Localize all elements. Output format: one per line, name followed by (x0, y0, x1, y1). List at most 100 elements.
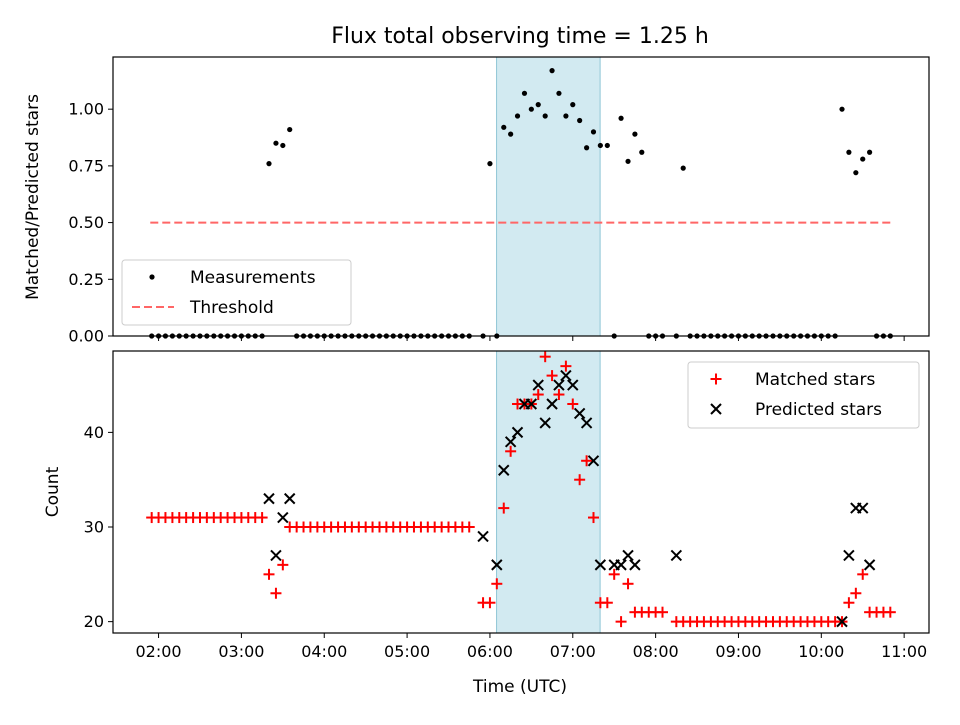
measurement-point (542, 113, 548, 119)
ratio-axes-frame (112, 56, 930, 337)
measurement-point (680, 165, 686, 171)
x-axis-label: Time (UTC) (472, 677, 567, 697)
legend-label-predicted: Predicted stars (755, 400, 882, 420)
predicted-star-point (567, 379, 579, 391)
ratio-y-tick-label: 0.75 (68, 156, 104, 175)
predicted-star-point (573, 407, 586, 420)
measurement-point (528, 106, 534, 112)
measurement-point (501, 124, 507, 130)
matched-star-point (857, 568, 869, 580)
predicted-star-point (587, 455, 600, 467)
measurement-point (867, 149, 873, 155)
predicted-star-point (511, 426, 524, 439)
x-tick-label: 11:00 (881, 642, 927, 661)
count-y-tick-label: 20 (84, 612, 104, 631)
predicted-star-point (857, 502, 869, 514)
measurement-point (535, 102, 541, 108)
x-tick-label: 03:00 (218, 642, 264, 661)
predicted-star-point (532, 379, 544, 391)
matched-star-point (567, 398, 579, 410)
measurement-point (860, 156, 866, 162)
predicted-star-point (560, 369, 572, 382)
matched-star-point (532, 389, 544, 401)
measurement-point (839, 106, 845, 112)
chart-title: Flux total observing time = 1.25 h (331, 24, 709, 49)
measurement-point (604, 142, 610, 149)
predicted-star-point (843, 549, 855, 562)
measurement-point (287, 126, 293, 133)
predicted-star-point (670, 549, 683, 562)
predicted-star-point (525, 398, 538, 410)
count-y-tick-label: 40 (84, 423, 104, 442)
predicted-star-point (629, 559, 641, 571)
count-y-axis-label: Count (43, 466, 63, 517)
measurement-point (556, 90, 562, 96)
ratio-y-tick-label: 0.00 (68, 327, 104, 346)
measurement-point (549, 68, 555, 74)
measurement-point (508, 131, 514, 137)
matched-star-point (587, 512, 599, 524)
measurement-point (853, 170, 859, 176)
x-tick-label: 04:00 (301, 642, 347, 661)
matched-star-point (270, 587, 282, 599)
matched-star-point (574, 474, 586, 486)
matched-star-point (539, 351, 551, 363)
matched-star-point (484, 597, 496, 609)
x-tick-label: 02:00 (136, 642, 182, 661)
predicted-star-point (580, 417, 593, 429)
ratio-y-axis-label: Matched/Predicted stars (23, 94, 43, 300)
predicted-star-point (836, 615, 848, 628)
predicted-star-point (594, 559, 607, 571)
measurement-point (584, 145, 590, 151)
matched-star-point (463, 521, 475, 533)
matched-star-point (277, 559, 289, 571)
predicted-star-point (283, 492, 296, 505)
legend-marker-matched (710, 373, 722, 385)
ratio-panel: 0.00 0.25 0.50 0.75 1.00 Matched/Predicted s… (23, 56, 930, 346)
legend-label-measurements: Measurements (190, 268, 316, 288)
legend-label-threshold: Threshold (189, 298, 274, 318)
observing-window-band-bottom (496, 350, 601, 634)
measurement-point (266, 161, 272, 167)
measurement-point (280, 142, 286, 149)
count-legend-box (687, 361, 920, 429)
matched-star-point (263, 568, 275, 580)
legend-marker-predicted (710, 403, 722, 415)
matched-star-point (560, 360, 572, 372)
predicted-star-point (491, 559, 503, 571)
ratio-y-tick-label: 0.25 (68, 270, 104, 289)
legend-marker-measurements (149, 274, 155, 280)
observing-window-band-top (496, 56, 601, 337)
matched-star-point (615, 616, 627, 628)
measurement-point (639, 149, 645, 155)
matched-star-point (581, 455, 593, 467)
count-legend: Matched stars Predicted stars (687, 361, 920, 429)
measurement-point (273, 140, 279, 146)
matched-star-point (843, 597, 855, 609)
predicted-star-point (270, 549, 282, 562)
x-tick-label: 09:00 (715, 642, 761, 661)
predicted-star-point (498, 464, 510, 476)
measurement-point (597, 142, 603, 149)
measurement-point (846, 149, 852, 155)
matched-star-point (601, 597, 613, 609)
predicted-star-point (863, 559, 876, 571)
ratio-y-tick-label: 0.50 (68, 213, 104, 232)
measurement-point (577, 117, 583, 124)
x-tick-label: 07:00 (550, 642, 596, 661)
measurement-point (570, 102, 576, 108)
predicted-star-point (539, 417, 551, 429)
matched-star-point (656, 606, 668, 618)
measurement-point (521, 90, 528, 96)
matched-star-point (608, 568, 620, 580)
predicted-star-point (263, 492, 275, 505)
ratio-y-tick-label: 1.00 (68, 100, 104, 119)
predicted-star-point (546, 398, 558, 410)
x-tick-label: 06:00 (467, 642, 513, 661)
predicted-star-point (277, 511, 289, 524)
measurement-point (514, 113, 521, 119)
count-panel: 20 30 40 02:00 03:00 04:00 05:00 06:00 07:00 08:… (43, 350, 930, 697)
